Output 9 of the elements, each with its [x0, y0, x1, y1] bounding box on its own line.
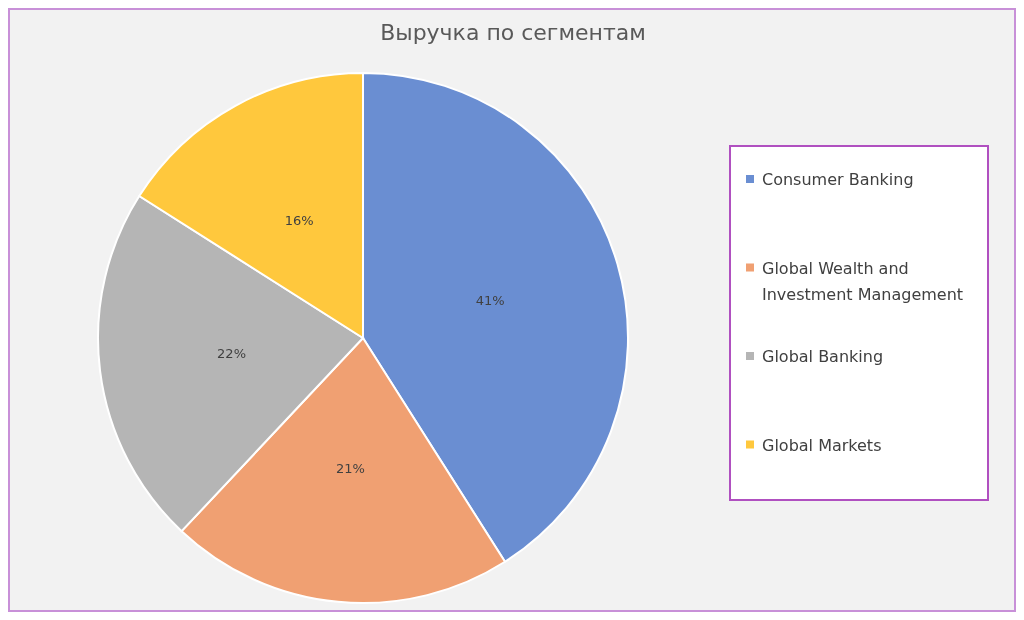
data-label: 41% [475, 292, 505, 308]
legend-label: Consumer Banking [762, 169, 914, 189]
legend-label: Global Wealth and Investment Management [762, 258, 964, 303]
data-label: 22% [217, 346, 246, 362]
data-label: 16% [284, 213, 314, 229]
legend-label: Global Markets [762, 435, 882, 454]
chart-title: Выручка по сегментам [380, 20, 646, 45]
data-label: 21% [336, 461, 365, 477]
legend-label: Global Banking [762, 346, 884, 366]
